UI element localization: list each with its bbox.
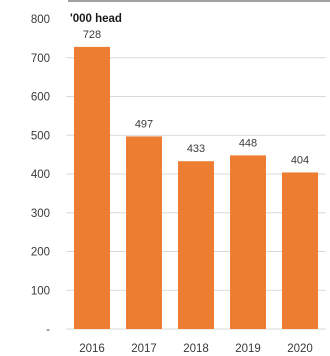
x-tick-label: 2017	[131, 343, 157, 355]
data-label-2017: 497	[135, 118, 153, 130]
data-label-2019: 448	[239, 137, 257, 149]
y-axis-unit-label: '000 head	[70, 13, 122, 25]
x-tick-label: 2018	[183, 343, 209, 355]
y-tick-label: 700	[31, 53, 50, 65]
y-tick-label: 600	[31, 92, 50, 104]
y-tick-label: -	[46, 324, 50, 336]
x-tick-label: 2019	[235, 343, 261, 355]
bar-2020	[282, 172, 318, 329]
data-labels: 728 497 433 448 404	[83, 29, 309, 167]
x-axis-ticks: 2016 2017 2018 2019 2020	[79, 343, 313, 355]
y-tick-label: 800	[31, 14, 50, 26]
y-axis-ticks: - 100 200 300 400 500 600 700 800	[31, 14, 50, 336]
data-label-2016: 728	[83, 29, 101, 41]
bars	[74, 46, 318, 330]
y-tick-label: 100	[31, 285, 50, 297]
y-tick-label: 400	[31, 169, 50, 181]
data-label-2020: 404	[291, 154, 309, 166]
data-label-2018: 433	[187, 143, 205, 155]
bar-2017	[126, 136, 162, 329]
bar-2018	[178, 161, 214, 329]
bar-2016	[74, 46, 110, 330]
bar-2019	[230, 155, 266, 329]
y-tick-label: 300	[31, 208, 50, 220]
x-tick-label: 2020	[287, 343, 313, 355]
y-tick-label: 200	[31, 247, 50, 259]
x-tick-label: 2016	[79, 343, 105, 355]
y-tick-label: 500	[31, 130, 50, 142]
